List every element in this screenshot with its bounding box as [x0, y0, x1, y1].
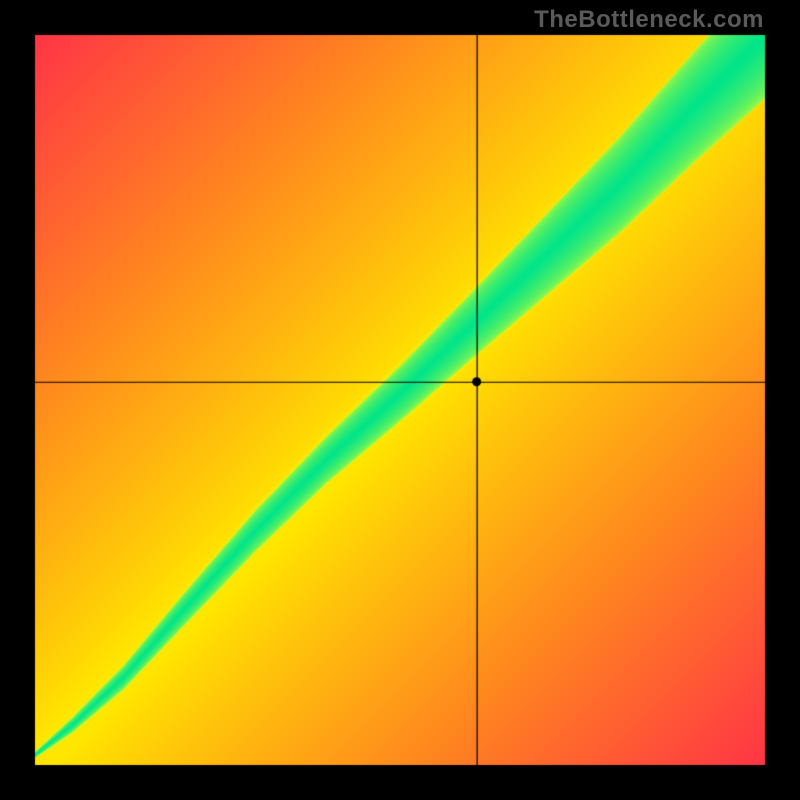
bottleneck-heatmap	[0, 0, 800, 800]
chart-container: TheBottleneck.com	[0, 0, 800, 800]
watermark-text: TheBottleneck.com	[534, 6, 764, 34]
